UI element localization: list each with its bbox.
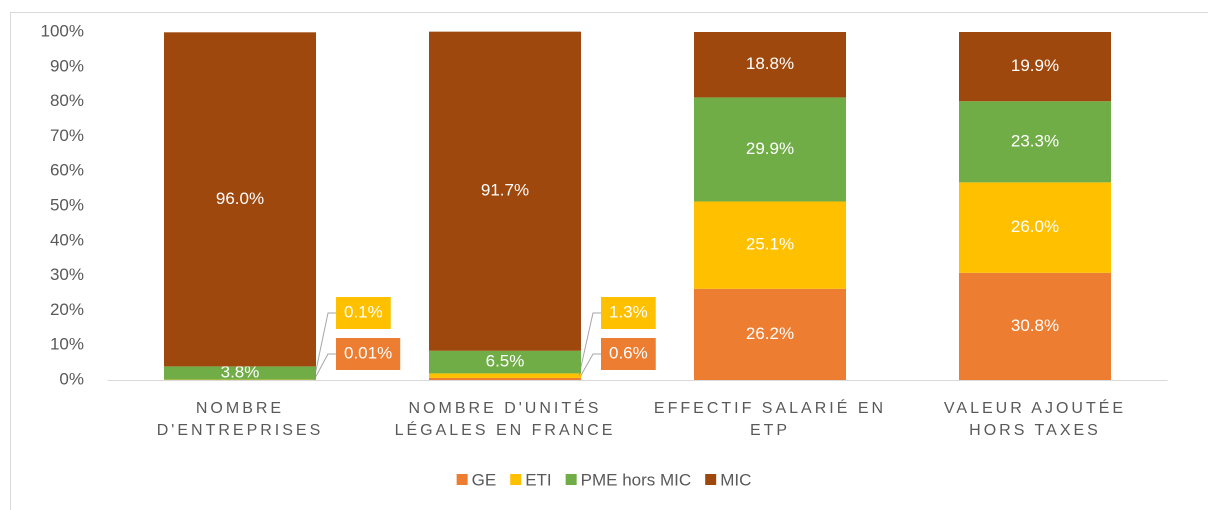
bar-segment [164,366,316,380]
bar-segment [429,373,581,378]
legend-swatch [510,474,522,485]
legend-swatch [456,474,468,485]
label-box [336,338,401,370]
y-tick-label: 30% [50,265,84,284]
chart-frame [10,12,1208,510]
bar-segment [694,97,846,202]
y-tick-label: 0% [59,369,84,388]
data-label: 0.1% [344,302,383,321]
legend-label: GE [472,470,497,489]
data-label: 1.3% [609,302,648,321]
bar-segment [959,32,1111,102]
bar-segment [694,288,846,380]
legend-label: MIC [720,470,751,489]
data-label: 0.6% [609,343,648,362]
data-label: 29.9% [746,139,794,158]
bar-segment [429,350,581,374]
y-tick-label: 80% [50,91,84,110]
legend-swatch [705,474,717,485]
bar-segment [959,272,1111,380]
y-tick-label: 40% [50,230,84,249]
y-tick-label: 60% [50,161,84,180]
y-tick-label: 70% [50,126,84,145]
y-tick-label: 20% [50,300,84,319]
bar-segment [694,32,846,98]
x-tick-label: NOMBRE D'UNITÉS LÉGALES EN FRANCE [394,400,616,439]
bar-segment [694,201,846,289]
data-label: 30.8% [1011,316,1059,335]
data-label: 19.9% [1011,56,1059,75]
leader-line [313,353,336,381]
bar-segment [164,32,316,367]
bar-segment [429,31,581,351]
data-label: 96.0% [216,189,264,208]
x-tick-label: VALEUR AJOUTÉE HORS TAXES [943,400,1127,439]
data-label: 91.7% [481,181,529,200]
y-tick-label: 50% [50,195,84,214]
label-box [601,338,656,370]
data-label: 23.3% [1011,131,1059,150]
data-label: 26.0% [1011,217,1059,236]
data-label: 25.1% [746,235,794,254]
legend-label: ETI [525,470,551,489]
leader-line [578,312,601,376]
bar-segment [429,377,581,380]
label-box [601,297,656,329]
data-label: 6.5% [486,352,525,371]
y-tick-label: 10% [50,335,84,354]
data-label: 26.2% [746,324,794,343]
x-tick-label: EFFECTIF SALARIÉ EN ETP [653,400,887,439]
data-label: 3.8% [221,362,260,381]
leader-line [313,312,336,380]
y-tick-label: 100% [41,21,84,40]
bar-segment [959,101,1111,183]
legend-label: PME hors MIC [581,470,692,489]
data-label: 0.01% [344,343,392,362]
data-label: 18.8% [746,54,794,73]
bar-segment [959,182,1111,273]
legend-swatch [565,474,577,485]
y-tick-label: 90% [50,56,84,75]
label-box [336,297,391,329]
leader-line [578,353,601,380]
x-tick-label: NOMBRE D'ENTREPRISES [156,400,324,439]
